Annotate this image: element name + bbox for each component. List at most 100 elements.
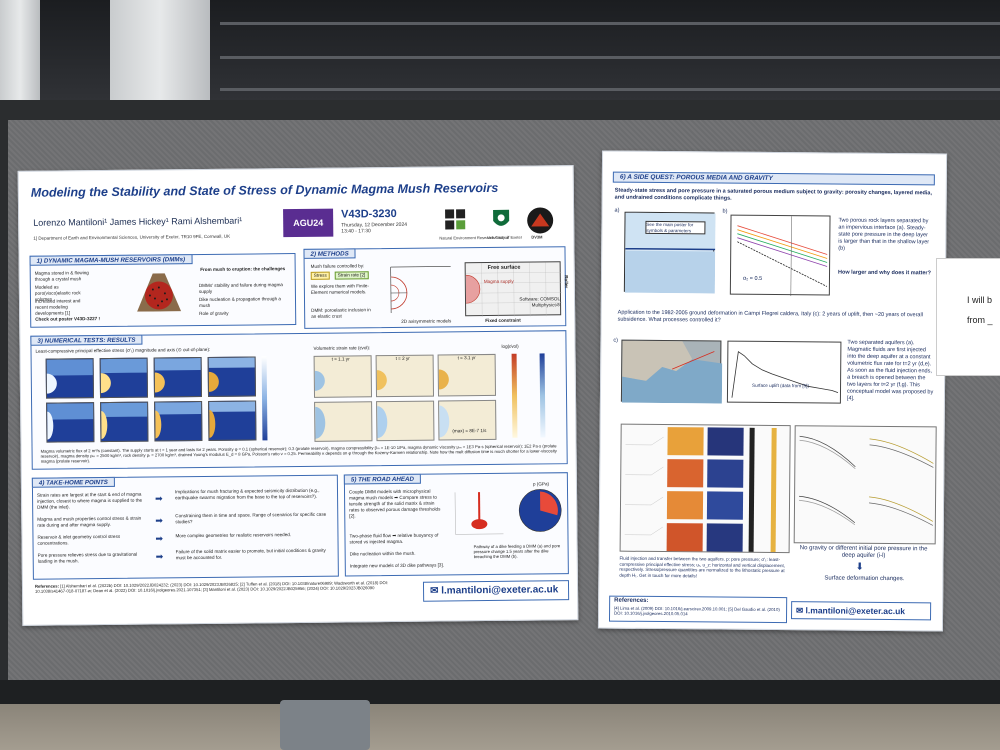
stress-map bbox=[154, 401, 203, 442]
dv3m-caption: DV3M bbox=[531, 234, 543, 240]
alpha-label: α₂ = 0.5 bbox=[742, 275, 763, 282]
pore-pressure-plot: α₂ = 0.5 bbox=[729, 214, 831, 297]
section-dmm: 1) DYNAMIC MAGMA-MUSH RESERVOIRS (DMMs) … bbox=[29, 253, 297, 328]
section-title: 1) DYNAMIC MAGMA-MUSH RESERVOIRS (DMMs) bbox=[29, 254, 193, 266]
references-text: [4] Lima et al. (2009) DOI: 10.1016/j.ea… bbox=[614, 605, 780, 617]
dmm-bullet: Magma stored in & flowing through a crys… bbox=[34, 270, 89, 282]
pore-pressure-figure bbox=[515, 485, 566, 536]
figure-caption: Fluid injection and transfer between the… bbox=[619, 555, 786, 578]
implication: Constraining them in time and space. Ran… bbox=[175, 511, 327, 525]
section-road-ahead: 5) THE ROAD AHEAD Couple DMM models with… bbox=[343, 472, 569, 577]
strain-map bbox=[314, 401, 373, 442]
panel-label: b) bbox=[722, 208, 728, 215]
colorbar-label: log(ε̇vol) bbox=[501, 343, 519, 349]
mail-icon: ✉ bbox=[429, 585, 442, 597]
strain-map bbox=[438, 399, 497, 441]
challenge-bullet: Role of gravity bbox=[199, 310, 229, 317]
methods-text: Mush failure controlled by: bbox=[310, 263, 365, 269]
board-base bbox=[0, 680, 1000, 704]
challenge-bullet: Dike nucleation & propagation through a … bbox=[198, 296, 281, 309]
poster-main: Modeling the Stability and State of Stre… bbox=[17, 165, 579, 626]
section-title: 3) NUMERICAL TESTS: RESULTS bbox=[30, 334, 143, 346]
surface-deformation: Surface deformation changes. bbox=[824, 575, 905, 583]
person-legs bbox=[280, 700, 370, 750]
agu-badge: AGU24 bbox=[283, 208, 334, 238]
section-take-home: 4) TAKE-HOME POINTS Strain rates are lar… bbox=[31, 474, 339, 580]
email-contact[interactable]: ✉ l.mantiloni@exeter.ac.uk bbox=[422, 580, 570, 602]
pressure-label: p (GPa) bbox=[532, 481, 550, 487]
ceiling-beam bbox=[220, 88, 1000, 91]
poster-title: Modeling the Stability and State of Stre… bbox=[30, 180, 499, 200]
ceiling-beam bbox=[220, 22, 1000, 25]
ceiling-beam bbox=[220, 56, 1000, 59]
time-label: t = 3.1 yr bbox=[457, 355, 476, 361]
references-text: [1] Alshembari et al. (2022b) DOI: 10.10… bbox=[35, 580, 389, 594]
section-title: 4) TAKE-HOME POINTS bbox=[31, 476, 115, 488]
strain-colorbar-negative bbox=[539, 353, 546, 438]
references-label: References: bbox=[614, 597, 649, 604]
methods-text: DMM: poroelastic inclusion in an elastic… bbox=[311, 307, 371, 319]
campi-flegrei-map bbox=[620, 339, 723, 404]
exeter-caption: University of Exeter bbox=[487, 234, 523, 241]
notice-card: I will b from _ bbox=[936, 258, 1000, 376]
application-text: Application to the 1982-2005 ground defo… bbox=[617, 309, 923, 324]
road-ahead-bullet: Couple DMM models with microphysical mag… bbox=[348, 488, 441, 519]
stress-map bbox=[46, 402, 95, 443]
section-title: 2) METHODS bbox=[303, 248, 356, 259]
challenge-bullet: DMMs' stability and failure during magma… bbox=[198, 282, 283, 295]
max-note: (max) = 8E-7 1/s bbox=[452, 428, 487, 434]
time-label: t = 2 yr bbox=[395, 355, 410, 361]
arrow-icon: ➡ bbox=[155, 551, 164, 562]
section-methods: 2) METHODS Mush failure controlled by: S… bbox=[303, 246, 569, 329]
arrow-icon: ➡ bbox=[155, 515, 163, 526]
arrow-icon: ➡ bbox=[155, 533, 164, 544]
strain-map bbox=[437, 353, 497, 397]
section-results: 3) NUMERICAL TESTS: RESULTS Least-compre… bbox=[30, 330, 568, 470]
strain-map bbox=[376, 400, 435, 442]
free-surface-label: Free surface bbox=[487, 264, 521, 272]
section-title: 5) THE ROAD AHEAD bbox=[343, 473, 421, 485]
section-title: 6) A SIDE QUEST: POROUS MEDIA AND GRAVIT… bbox=[612, 171, 935, 186]
road-ahead-bullet: Integrate new models of 3D dike pathways… bbox=[349, 562, 445, 569]
magma-supply-label: Magma supply bbox=[483, 278, 514, 285]
methods-text: We explore them with Finite-Element nume… bbox=[310, 283, 370, 295]
time-label: t = 1.1 yr bbox=[331, 356, 350, 362]
poster-authors: Lorenzo Mantiloni¹ James Hickey¹ Rami Al… bbox=[33, 215, 243, 228]
mesh-diagram: Free surface Magma supply Software: COMS… bbox=[464, 261, 563, 318]
panel-label: a) bbox=[614, 207, 620, 214]
see-main-note: See the main poster for symbols & parame… bbox=[645, 220, 706, 235]
layer-diagram: See the main poster for symbols & parame… bbox=[623, 211, 716, 294]
question: How larger and why does it matter? bbox=[838, 269, 931, 277]
gravity-note: No gravity or different initial pore pre… bbox=[799, 545, 928, 559]
implication: Implications for mush fracturing & expec… bbox=[174, 487, 320, 501]
deformation-plots bbox=[793, 425, 937, 545]
implication: More complex geometries for realistic re… bbox=[175, 532, 292, 539]
road-ahead-bullet: Dike nucleation within the mush. bbox=[349, 550, 416, 557]
strain-colorbar-positive bbox=[511, 353, 518, 438]
simulation-grid bbox=[619, 423, 791, 554]
aquifer-note: Two separated aquifers (a). Magmatic flu… bbox=[846, 339, 934, 402]
strain-caption: Volumetric strain rate (ε̇vol): bbox=[313, 345, 371, 351]
stress-tag: Stress bbox=[310, 271, 330, 280]
fixed-constraint-caption: Fixed constraint bbox=[485, 317, 521, 324]
card-text: from _ bbox=[967, 315, 993, 325]
email-text: l.mantiloni@exeter.ac.uk bbox=[441, 584, 559, 597]
dmm-bullet: Increased interest and recent modeling d… bbox=[34, 298, 81, 316]
software-label: Software: COMSOL Multiphysics® bbox=[519, 296, 561, 308]
email-contact[interactable]: ✉ l.mantiloni@exeter.ac.uk bbox=[791, 601, 932, 621]
panel-label: c) bbox=[613, 337, 619, 344]
strain-map bbox=[375, 354, 435, 398]
implication: Failure of the solid matrix easier to pr… bbox=[175, 547, 326, 561]
arrow-icon: ➡ bbox=[155, 493, 163, 504]
take-home-point: Pore pressure relieves stress due to gra… bbox=[37, 551, 138, 564]
stress-map bbox=[207, 356, 257, 397]
card-text: I will b bbox=[967, 295, 993, 305]
stress-map bbox=[100, 401, 149, 443]
nerc-logo bbox=[443, 207, 467, 233]
uplift-label: Surface uplift (data from [5]) bbox=[752, 382, 810, 389]
mush-illustration bbox=[135, 267, 183, 312]
references-box: References: [4] Lima et al. (2009) DOI: … bbox=[608, 595, 788, 624]
dike-pathway-figure bbox=[449, 486, 510, 541]
stress-map bbox=[153, 357, 203, 398]
strain-map bbox=[313, 355, 373, 398]
